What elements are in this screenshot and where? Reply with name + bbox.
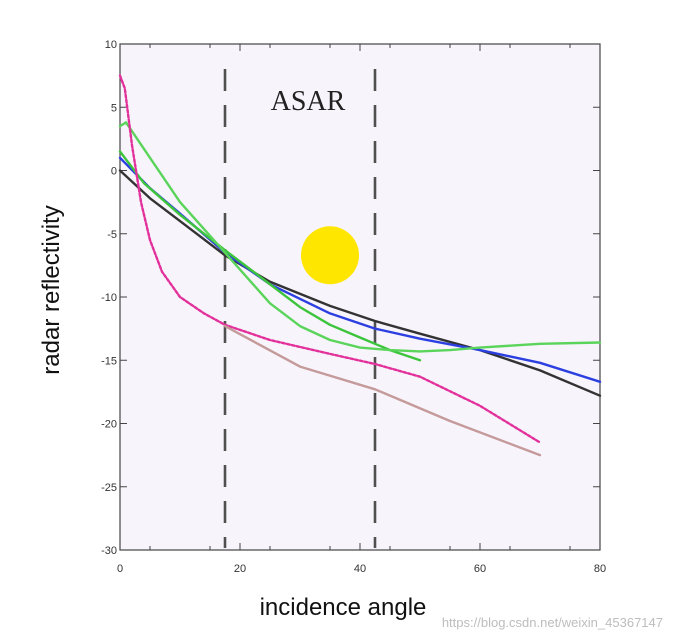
- series-line-green-long: [118, 121, 602, 353]
- watermark: https://blog.csdn.net/weixin_45367147: [441, 615, 663, 630]
- y-tick-label: -5: [107, 229, 117, 241]
- yellow-marker-circle: [301, 226, 359, 285]
- x-tick-label: 40: [354, 563, 366, 575]
- y-tick-label: 10: [105, 39, 117, 51]
- plot-background: [119, 43, 601, 551]
- series-layer: [118, 74, 602, 457]
- y-tick-label: -20: [101, 419, 117, 431]
- x-tick-label: 60: [474, 563, 486, 575]
- y-tick-label: -30: [101, 545, 117, 557]
- y-tick-label: 5: [111, 102, 117, 114]
- series-line-magenta: [118, 74, 542, 444]
- y-tick-label: -15: [101, 355, 117, 367]
- x-axis-label: incidence angle: [260, 594, 427, 621]
- series-line-pink-thin: [223, 324, 542, 457]
- dashed-lines-layer: [223, 69, 377, 548]
- series-line-black: [118, 169, 602, 397]
- series-line-green-short: [118, 150, 422, 362]
- marker-layer: [301, 226, 359, 285]
- x-tick-label: 0: [117, 563, 123, 575]
- y-axis-label: radar reflectivity: [38, 205, 65, 374]
- x-tick-label: 20: [234, 563, 246, 575]
- y-tick-label: -25: [101, 482, 117, 494]
- y-tick-label: 0: [111, 166, 117, 178]
- annotation-asar: ASAR: [271, 86, 346, 117]
- y-tick-label: -10: [101, 292, 117, 304]
- x-tick-label: 80: [594, 563, 606, 575]
